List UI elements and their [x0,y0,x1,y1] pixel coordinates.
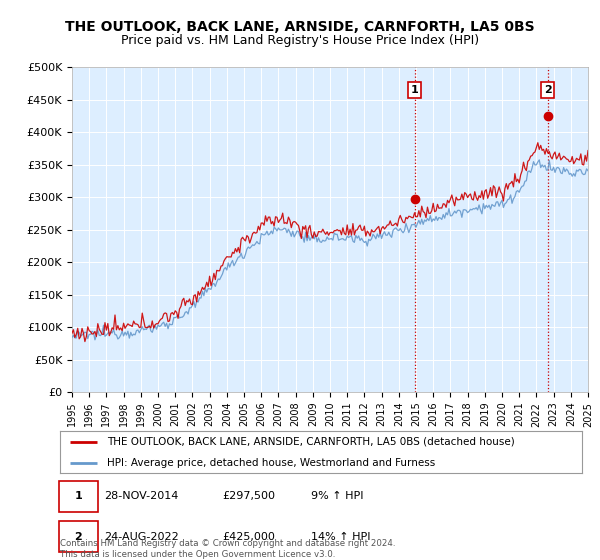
Text: 2: 2 [544,85,551,95]
Text: £425,000: £425,000 [222,532,275,542]
Text: 24-AUG-2022: 24-AUG-2022 [104,532,179,542]
Text: 1: 1 [411,85,418,95]
Text: 28-NOV-2014: 28-NOV-2014 [104,491,179,501]
Text: THE OUTLOOK, BACK LANE, ARNSIDE, CARNFORTH, LA5 0BS (detached house): THE OUTLOOK, BACK LANE, ARNSIDE, CARNFOR… [107,437,515,447]
Text: HPI: Average price, detached house, Westmorland and Furness: HPI: Average price, detached house, West… [107,458,435,468]
Text: 9% ↑ HPI: 9% ↑ HPI [311,491,363,501]
Text: 14% ↑ HPI: 14% ↑ HPI [311,532,370,542]
Text: 2: 2 [74,532,82,542]
Text: 1: 1 [74,491,82,501]
Text: Price paid vs. HM Land Registry's House Price Index (HPI): Price paid vs. HM Land Registry's House … [121,34,479,46]
Text: Contains HM Land Registry data © Crown copyright and database right 2024.
This d: Contains HM Land Registry data © Crown c… [60,539,395,559]
Text: £297,500: £297,500 [222,491,275,501]
FancyBboxPatch shape [59,481,98,512]
Text: THE OUTLOOK, BACK LANE, ARNSIDE, CARNFORTH, LA5 0BS: THE OUTLOOK, BACK LANE, ARNSIDE, CARNFOR… [65,20,535,34]
FancyBboxPatch shape [59,521,98,552]
